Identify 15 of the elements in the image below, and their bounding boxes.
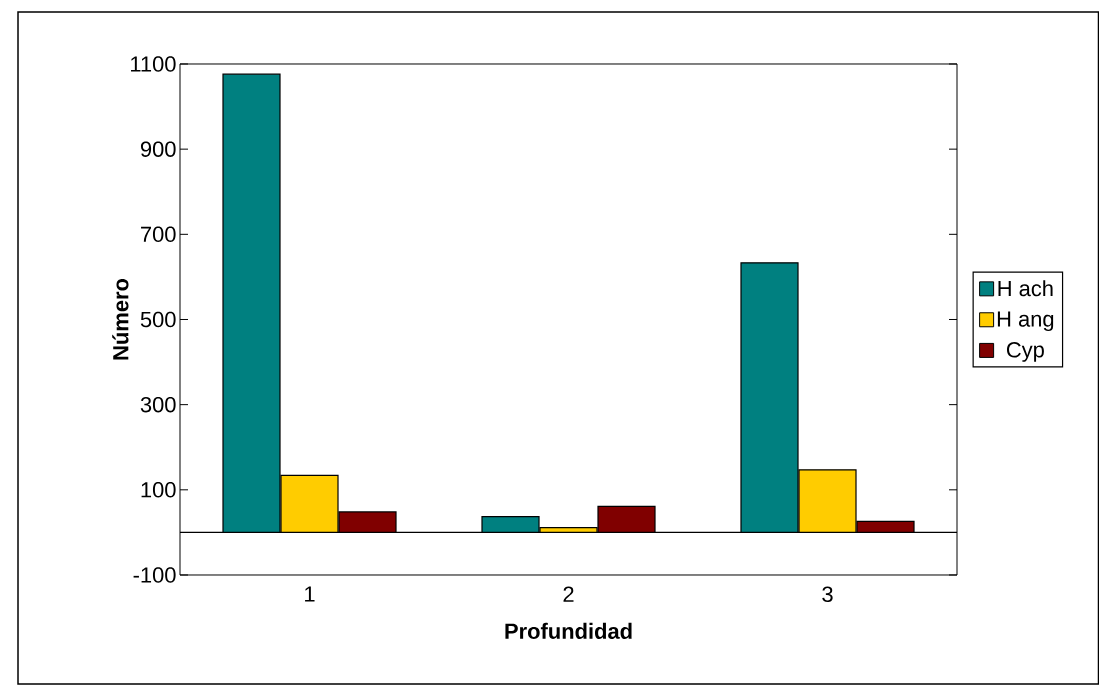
y-tick-label: 500 — [140, 311, 176, 328]
x-tick-label: 2 — [563, 586, 574, 602]
legend-label: Cyp — [1006, 342, 1044, 362]
y-tick-label: 700 — [141, 226, 176, 243]
y-tick-label: 100 — [141, 482, 176, 498]
legend-label: H ach — [998, 280, 1053, 297]
y-tick-label: 300 — [140, 396, 176, 413]
x-tick-label: 3 — [822, 586, 833, 603]
y-tick-label: 900 — [140, 141, 176, 157]
x-axis-title: Profundidad — [505, 622, 632, 639]
x-tick-label: 1 — [305, 586, 315, 602]
y-tick-label: -100 — [133, 567, 176, 583]
y-tick-label: 1100 — [131, 56, 176, 72]
legend-label: H ang — [997, 311, 1054, 332]
y-axis-title: Número — [112, 278, 129, 360]
